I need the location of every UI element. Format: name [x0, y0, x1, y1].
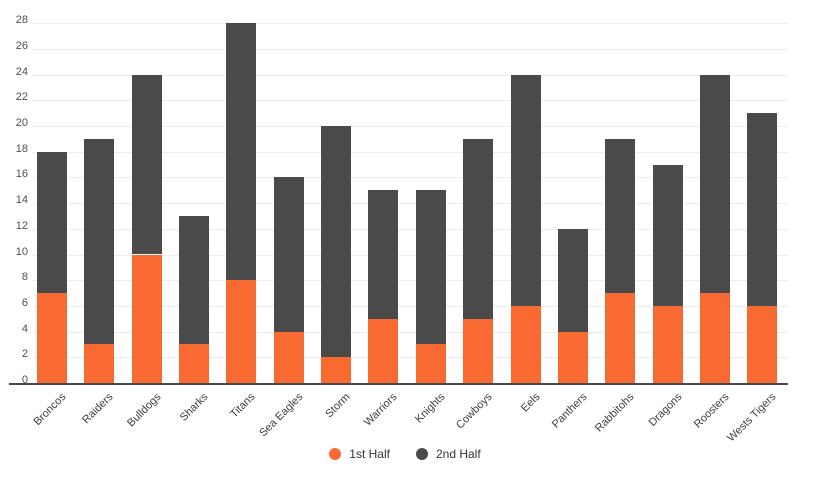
gridline-10	[33, 254, 788, 256]
gridline-22	[33, 100, 788, 102]
legend-item-2nd-half[interactable]: 2nd Half	[415, 447, 481, 461]
x-label-panthers: Panthers	[549, 391, 590, 431]
bar-sharks-2nd-half[interactable]	[179, 215, 210, 345]
bar-roosters-1st-half[interactable]	[699, 293, 730, 383]
bar-panthers-2nd-half[interactable]	[557, 228, 588, 332]
bar-titans-2nd-half[interactable]	[226, 23, 257, 281]
y-tick-label-2: 2	[21, 348, 28, 361]
x-label-bulldogs: Bulldogs	[124, 391, 164, 430]
x-label-rabbitohs: Rabbitohs	[593, 391, 637, 435]
bar-bulldogs-1st-half[interactable]	[131, 254, 162, 383]
x-label-broncos: Broncos	[31, 391, 69, 429]
gridline-24	[33, 74, 788, 76]
gridline-6	[33, 305, 788, 307]
bar-titans-1st-half[interactable]	[226, 280, 257, 383]
gridline-14	[33, 203, 788, 205]
x-label-sharks: Sharks	[177, 391, 211, 424]
bar-raiders-2nd-half[interactable]	[84, 138, 115, 345]
gridline-16	[33, 177, 788, 179]
gridline-26	[33, 48, 788, 50]
gridline-18	[33, 151, 788, 153]
bar-eels-1st-half[interactable]	[510, 305, 541, 383]
legend-label: 2nd Half	[435, 447, 481, 461]
gridline-4	[33, 331, 788, 333]
bar-bulldogs-2nd-half[interactable]	[131, 74, 162, 255]
bar-roosters-2nd-half[interactable]	[699, 74, 730, 294]
bar-wests-tigers-2nd-half[interactable]	[747, 113, 778, 306]
bar-storm-1st-half[interactable]	[321, 357, 352, 383]
y-tick-label-6: 6	[21, 296, 28, 309]
bar-storm-2nd-half[interactable]	[321, 126, 352, 358]
y-tick-label-28: 28	[15, 14, 28, 27]
gridline-12	[33, 228, 788, 230]
x-label-storm: Storm	[323, 391, 353, 421]
y-tick-label-24: 24	[15, 65, 28, 78]
bar-knights-1st-half[interactable]	[415, 344, 446, 383]
bar-rabbitohs-2nd-half[interactable]	[605, 138, 636, 294]
legend-item-1st-half[interactable]: 1st Half	[329, 447, 390, 461]
bar-sea-eagles-2nd-half[interactable]	[273, 177, 304, 332]
bar-rabbitohs-1st-half[interactable]	[605, 293, 636, 383]
y-tick-label-14: 14	[15, 194, 28, 207]
x-label-dragons: Dragons	[646, 391, 685, 429]
y-tick-label-12: 12	[15, 219, 28, 232]
bar-broncos-1st-half[interactable]	[37, 293, 67, 383]
bar-warriors-1st-half[interactable]	[368, 318, 399, 383]
x-label-titans: Titans	[228, 391, 258, 421]
gridline-28	[33, 23, 788, 25]
bar-cowboys-1st-half[interactable]	[463, 318, 494, 383]
bar-warriors-2nd-half[interactable]	[368, 190, 399, 319]
gridline-2	[33, 357, 788, 359]
legend: 1st Half 2nd Half	[0, 447, 810, 461]
bar-knights-2nd-half[interactable]	[415, 190, 446, 345]
bar-sea-eagles-1st-half[interactable]	[273, 331, 304, 383]
y-tick-label-10: 10	[15, 245, 28, 258]
y-tick-label-26: 26	[15, 39, 28, 52]
y-tick-label-0: 0	[21, 374, 28, 386]
y-tick-label-8: 8	[21, 271, 28, 284]
gridline-8	[33, 280, 788, 282]
y-tick-label-20: 20	[15, 117, 28, 129]
x-label-cowboys: Cowboys	[454, 391, 495, 432]
gridline-20	[33, 126, 788, 127]
y-tick-label-4: 4	[21, 322, 28, 335]
bar-eels-2nd-half[interactable]	[510, 74, 541, 306]
x-label-warriors: Warriors	[362, 391, 400, 429]
bar-panthers-1st-half[interactable]	[557, 331, 588, 383]
x-axis-line	[9, 383, 788, 385]
bar-raiders-1st-half[interactable]	[84, 344, 115, 383]
x-label-wests-tigers: Wests Tigers	[725, 391, 779, 445]
x-label-raiders: Raiders	[80, 391, 116, 427]
x-label-eels: Eels	[518, 391, 542, 415]
bar-wests-tigers-1st-half[interactable]	[747, 305, 778, 383]
x-label-sea-eagles: Sea Eagles	[256, 391, 306, 440]
x-label-knights: Knights	[412, 391, 448, 426]
bar-sharks-1st-half[interactable]	[179, 344, 210, 383]
y-tick-label-22: 22	[15, 91, 28, 104]
y-tick-label-16: 16	[15, 168, 28, 181]
legend-swatch-icon	[329, 448, 342, 460]
legend-swatch-icon	[415, 448, 428, 460]
y-tick-label-18: 18	[15, 142, 28, 155]
bar-broncos-2nd-half[interactable]	[37, 151, 67, 294]
bar-dragons-1st-half[interactable]	[652, 305, 683, 383]
legend-label: 1st Half	[349, 447, 390, 461]
bar-dragons-2nd-half[interactable]	[652, 164, 683, 306]
bar-cowboys-2nd-half[interactable]	[463, 138, 494, 319]
x-label-roosters: Roosters	[691, 391, 732, 431]
